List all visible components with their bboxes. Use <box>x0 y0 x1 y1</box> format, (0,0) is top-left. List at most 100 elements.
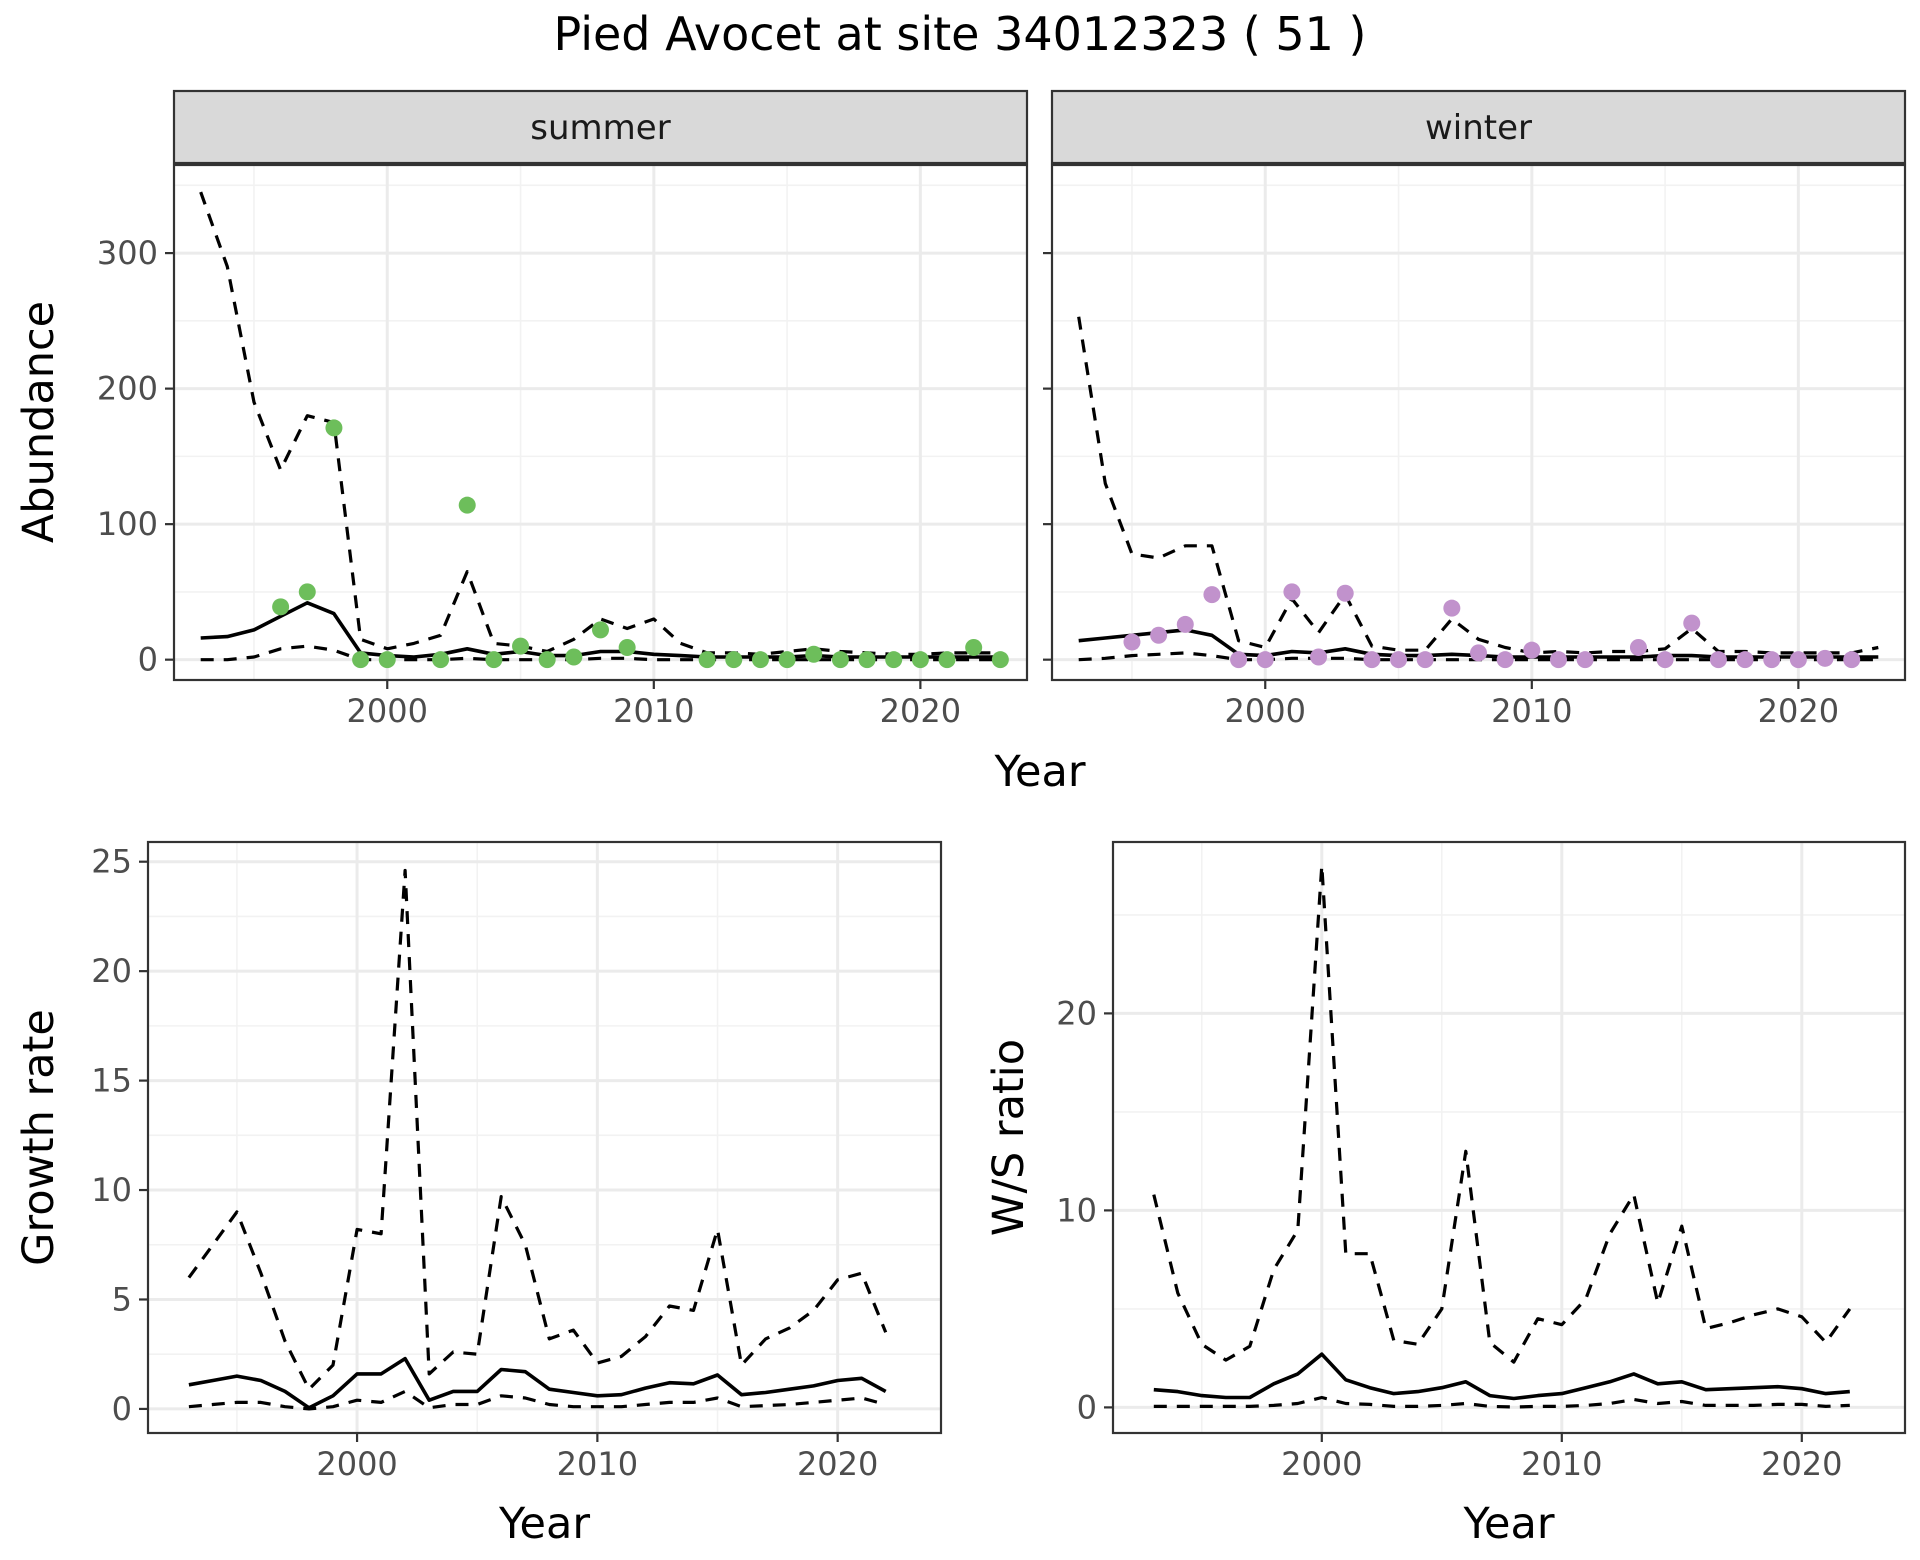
x-tick-label: 2010 <box>1491 692 1572 730</box>
series-mean-line <box>188 1356 887 1410</box>
observation-point <box>512 637 530 655</box>
observation-point <box>298 583 316 601</box>
gridlines <box>1052 165 1905 680</box>
facet-strip <box>1050 89 1907 165</box>
y-tick-label: 200 <box>97 370 158 408</box>
observation-point <box>1390 651 1408 669</box>
plot-background <box>148 842 941 1433</box>
observation-point <box>725 651 743 669</box>
y-tick-label: 20 <box>1056 994 1097 1032</box>
facet-strip-label: summer <box>530 108 670 148</box>
y-axis: 0 10 20 <box>1056 994 1113 1426</box>
x-tick-label: 2020 <box>1758 692 1839 730</box>
x-axis-title: Year <box>498 1499 590 1549</box>
x-axis-title: Year <box>993 747 1085 797</box>
x-tick-label: 2000 <box>347 692 428 730</box>
series-upper-line <box>187 868 888 1391</box>
gridlines <box>1113 842 1905 1433</box>
series-lines <box>1152 864 1852 1409</box>
observation-point <box>1310 648 1328 666</box>
observation-point <box>1363 651 1381 669</box>
y-tick-label: 10 <box>91 1171 132 1209</box>
observation-point <box>778 651 796 669</box>
y-tick-label: 300 <box>97 234 158 272</box>
observation-point <box>698 651 716 669</box>
observation-point <box>1763 651 1781 669</box>
x-tick-label: 2000 <box>316 1445 397 1483</box>
y-axis: 0 5 10 15 20 25 <box>91 843 148 1428</box>
observation-point <box>831 651 849 669</box>
observation-point <box>1443 599 1461 617</box>
observation-point <box>1230 651 1248 669</box>
x-axis: 2000 2010 2020 <box>1281 1433 1843 1483</box>
observation-point <box>991 651 1009 669</box>
observation-point <box>325 419 343 437</box>
panel-winter: winter 2000 2010 2020 <box>1043 89 1907 730</box>
observation-point <box>1416 651 1434 669</box>
observation-point <box>378 651 396 669</box>
y-tick-label: 20 <box>91 952 132 990</box>
panel-border <box>1111 840 1907 1435</box>
observation-points <box>272 419 1009 669</box>
observation-point <box>1816 649 1834 667</box>
observation-point <box>911 651 929 669</box>
facet-strip-label: winter <box>1425 108 1532 148</box>
panel-border <box>172 163 1029 682</box>
x-tick-label: 2000 <box>1225 692 1306 730</box>
observation-point <box>1709 651 1727 669</box>
y-tick-label: 0 <box>1077 1388 1097 1426</box>
observation-point <box>1683 614 1701 632</box>
observation-point <box>1336 584 1354 602</box>
x-axis-title: Year <box>1462 1499 1554 1549</box>
series-mean-line <box>1153 1352 1850 1401</box>
plot-background <box>1052 165 1905 680</box>
y-axis <box>1043 251 1052 661</box>
series-lower-line <box>1153 1395 1850 1409</box>
observation-points <box>1123 583 1861 669</box>
series-upper-line <box>1152 864 1852 1364</box>
observation-point <box>432 651 450 669</box>
observation-point <box>885 651 903 669</box>
observation-point <box>938 651 956 669</box>
observation-point <box>1549 651 1567 669</box>
observation-point <box>1150 626 1168 644</box>
y-tick-label: 5 <box>112 1280 132 1318</box>
facet-strip <box>172 89 1029 165</box>
y-tick-label: 15 <box>91 1062 132 1100</box>
observation-point <box>565 648 583 666</box>
panel-growth: 2000 2010 2020 0 5 10 15 20 25 Year Growth rate <box>14 840 943 1549</box>
y-tick-label: 0 <box>138 641 158 679</box>
observation-point <box>1736 651 1754 669</box>
figure-title: Pied Avocet at site 34012323 ( 51 ) <box>554 7 1367 61</box>
y-axis-title: Growth rate <box>14 1009 64 1266</box>
observation-point <box>1656 651 1674 669</box>
observation-point <box>485 651 503 669</box>
observation-point <box>858 651 876 669</box>
y-tick-label: 10 <box>1056 1191 1097 1229</box>
x-tick-label: 2000 <box>1281 1445 1362 1483</box>
gridlines <box>148 842 941 1433</box>
y-tick-label: 25 <box>91 843 132 881</box>
x-tick-label: 2010 <box>557 1445 638 1483</box>
plot-background <box>174 165 1027 680</box>
panel-ws-ratio: 2000 2010 2020 0 10 20 Year W/S ratio <box>984 840 1907 1549</box>
gridlines <box>174 165 1027 680</box>
observation-point <box>1470 644 1487 662</box>
observation-point <box>538 651 556 669</box>
observation-point <box>1203 586 1221 604</box>
observation-point <box>352 651 370 669</box>
observation-point <box>1789 651 1807 669</box>
x-axis: 2000 2010 2020 <box>316 1433 878 1483</box>
observation-point <box>592 621 609 639</box>
observation-point <box>1283 583 1301 601</box>
plot-background <box>1113 842 1905 1433</box>
y-tick-label: 100 <box>97 505 158 543</box>
observation-point <box>1123 633 1141 651</box>
x-tick-label: 2020 <box>797 1445 878 1483</box>
x-tick-label: 2020 <box>880 692 961 730</box>
observation-point <box>1256 651 1274 669</box>
x-tick-label: 2020 <box>1761 1445 1842 1483</box>
observation-point <box>805 645 823 663</box>
observation-point <box>458 496 476 514</box>
